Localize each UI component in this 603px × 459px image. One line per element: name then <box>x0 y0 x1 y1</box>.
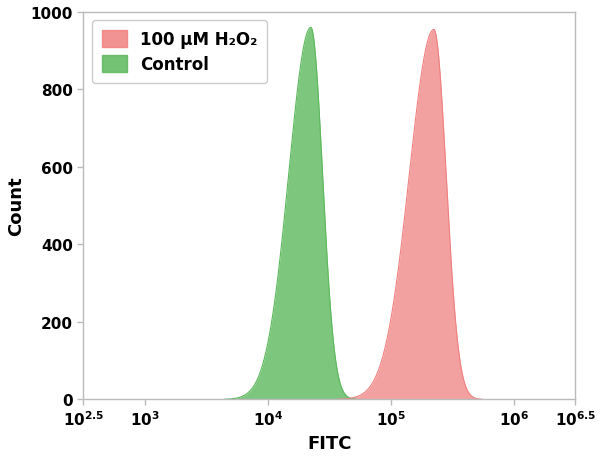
Y-axis label: Count: Count <box>7 176 25 236</box>
Legend: 100 μM H₂O₂, Control: 100 μM H₂O₂, Control <box>92 21 267 84</box>
X-axis label: FITC: FITC <box>307 434 352 452</box>
